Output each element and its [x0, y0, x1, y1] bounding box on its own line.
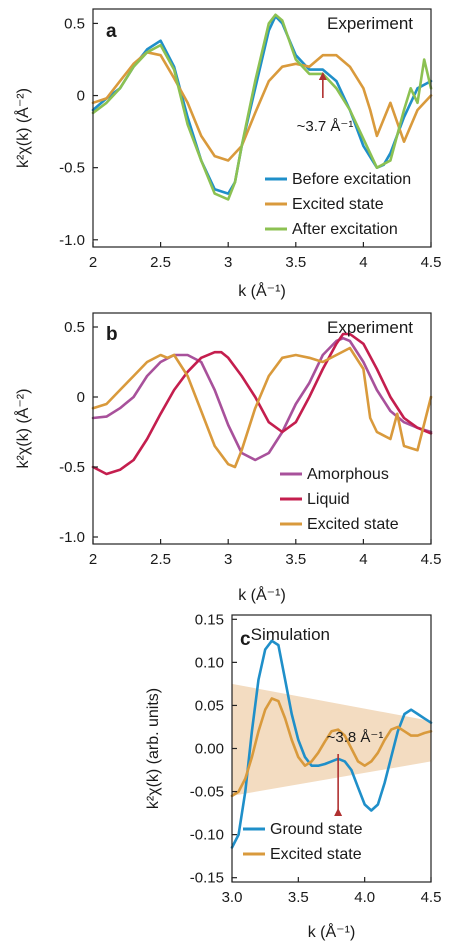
- series-line-ground-state: [230, 639, 433, 849]
- x-tick-label: 2: [89, 254, 97, 271]
- annotation-label: ~3.8 Å⁻¹: [327, 729, 384, 746]
- x-tick-label: 2.5: [150, 551, 171, 568]
- y-axis-label: k²χ(k) (Å⁻²): [13, 389, 32, 469]
- panel-letter: b: [106, 324, 118, 345]
- legend-label: Ground state: [270, 821, 363, 838]
- y-tick-label: -1.0: [59, 232, 85, 249]
- legend-label: Excited state: [270, 846, 362, 863]
- y-tick-label: 0.5: [64, 319, 85, 336]
- annotation-arrow-head: [334, 808, 343, 816]
- annotation-label: ~3.7 Å⁻¹: [297, 118, 354, 135]
- legend-label: Excited state: [307, 516, 399, 533]
- y-axis-label: k²χ(k) (Å⁻²): [13, 88, 32, 168]
- y-tick-label: -0.10: [190, 827, 224, 844]
- x-tick-label: 4: [359, 551, 367, 568]
- y-tick-label: -0.5: [59, 160, 85, 177]
- x-axis-label: k (Å⁻¹): [238, 585, 286, 604]
- x-tick-label: 4: [359, 254, 367, 271]
- annotation-arrow-head: [318, 72, 327, 80]
- panel-letter: c: [240, 629, 251, 650]
- y-tick-label: -0.5: [59, 459, 85, 476]
- panel-title: Experiment: [327, 14, 413, 33]
- series-line-excited-state: [91, 346, 433, 469]
- legend-label: After excitation: [292, 221, 398, 238]
- x-tick-label: 2: [89, 551, 97, 568]
- plot-frame: [92, 312, 432, 545]
- x-tick-label: 4.5: [421, 551, 442, 568]
- y-tick-label: 0.5: [64, 15, 85, 32]
- plot-frame: [92, 8, 432, 248]
- y-tick-label: 0.00: [195, 741, 224, 758]
- x-tick-label: 4.5: [421, 889, 442, 906]
- series-line-liquid: [91, 332, 433, 476]
- y-tick-label: -1.0: [59, 529, 85, 546]
- panel-c: 3.0 3.5 4.0 4.5 0.15 0.10 0.05 0.00 -0.05 -0.10 -0…: [145, 611, 441, 941]
- legend-label: Before excitation: [292, 171, 411, 188]
- y-tick-label: 0.10: [195, 654, 224, 671]
- legend-label: Amorphous: [307, 466, 389, 483]
- x-tick-label: 4.5: [421, 254, 442, 271]
- y-tick-label: -0.05: [190, 784, 224, 801]
- panel-title: Experiment: [327, 318, 413, 337]
- x-tick-label: 3.5: [285, 254, 306, 271]
- x-tick-label: 4.0: [354, 889, 375, 906]
- x-tick-label: 3.5: [288, 889, 309, 906]
- panel-b: 2 2.5 3 3.5 4 4.5 0.5 0 -0.5 -1.0 k (Å⁻¹) k²χ(k) (Å…: [13, 312, 442, 604]
- series-line-after-excitation: [91, 13, 433, 201]
- series-line-excited-state: [230, 697, 433, 798]
- legend-label: Liquid: [307, 491, 350, 508]
- y-tick-label: -0.15: [190, 870, 224, 887]
- x-axis-label: k (Å⁻¹): [308, 922, 356, 941]
- y-tick-label: 0.15: [195, 611, 224, 628]
- panel-a: 2 2.5 3 3.5 4 4.5 0.5 0 -0.5 -1.0 k (Å⁻¹) k²χ(k) (Å…: [13, 8, 442, 300]
- x-tick-label: 3: [224, 551, 232, 568]
- panel-letter: a: [106, 21, 117, 42]
- panel-title: Simulation: [251, 625, 330, 644]
- legend-label: Excited state: [292, 196, 384, 213]
- y-tick-label: 0: [77, 389, 85, 406]
- y-tick-label: 0: [77, 88, 85, 105]
- y-axis-label: k²χ(k) (arb. units): [145, 688, 162, 809]
- y-tick-label: 0.05: [195, 697, 224, 714]
- x-tick-label: 3: [224, 254, 232, 271]
- x-tick-label: 3.0: [222, 889, 243, 906]
- series-line-excited-state: [91, 50, 433, 162]
- x-axis-label: k (Å⁻¹): [238, 281, 286, 300]
- x-tick-label: 3.5: [285, 551, 306, 568]
- x-tick-label: 2.5: [150, 254, 171, 271]
- series-line-amorphous: [91, 336, 433, 462]
